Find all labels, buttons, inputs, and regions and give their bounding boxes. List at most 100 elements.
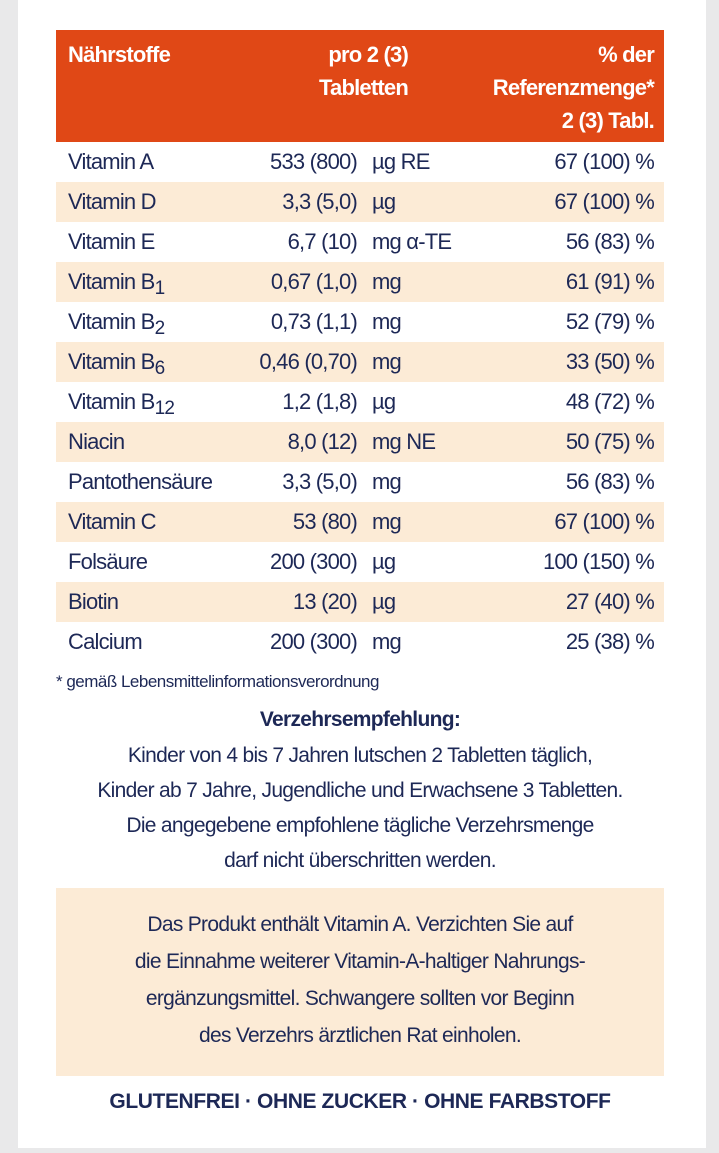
nutrient-name: Vitamin B6	[68, 342, 166, 382]
nutrient-unit: µg	[372, 589, 396, 614]
warning-line: des Verzehrs ärztlichen Rat einholen.	[199, 1024, 522, 1047]
nutrient-unit: µg RE	[372, 149, 430, 174]
header-ref-line1: % der	[598, 42, 655, 67]
nutrient-percent: 27 (40) %	[565, 589, 655, 614]
nutrient-percent: 67 (100) %	[554, 149, 654, 174]
recommendation-line: darf nicht überschritten werden.	[224, 849, 496, 872]
table-header: Nährstoffe pro 2 (3) Tabletten % der Refer…	[56, 30, 664, 142]
nutrient-name: Calcium	[68, 622, 143, 662]
recommendation-line: Die angegebene empfohlene tägliche Verze…	[126, 814, 594, 837]
nutrient-name: Vitamin C	[68, 502, 157, 542]
nutrient-name-text: Folsäure	[68, 549, 148, 574]
nutrient-name: Biotin	[68, 582, 119, 622]
nutrient-unit: mg	[372, 469, 402, 494]
header-nutrient-label: Nährstoffe	[68, 42, 171, 67]
nutrient-name-text: Vitamin B	[68, 269, 155, 294]
nutrient-name: Vitamin D	[68, 182, 157, 222]
warning-box: Das Produkt enthält Vitamin A. Verzichte…	[56, 888, 664, 1076]
header-nutrient: Nährstoffe	[68, 38, 171, 71]
table-row: Vitamin C 53 (80) mg 67 (100) %	[56, 502, 664, 542]
table-row: Vitamin B6 0,46 (0,70) mg 33 (50) %	[56, 342, 664, 382]
nutrient-amount: 0,46 (0,70)	[259, 349, 357, 374]
nutrition-table: Nährstoffe pro 2 (3) Tabletten % der Refer…	[56, 30, 664, 662]
nutrient-amount: 0,73 (1,1)	[270, 309, 358, 334]
nutrient-amount: 200 (300)	[270, 549, 358, 574]
nutrient-name: Vitamin B1	[68, 262, 166, 302]
nutrient-percent: 56 (83) %	[565, 469, 655, 494]
table-row: Vitamin B1 0,67 (1,0) mg 61 (91) %	[56, 262, 664, 302]
nutrient-amount: 3,3 (5,0)	[282, 189, 358, 214]
table-row: Folsäure 200 (300) µg 100 (150) %	[56, 542, 664, 582]
footnote: * gemäß Lebensmittelinformationsverordnu…	[56, 672, 379, 691]
nutrient-percent: 67 (100) %	[554, 189, 654, 214]
table-row: Vitamin D 3,3 (5,0) µg 67 (100) %	[56, 182, 664, 222]
nutrient-percent: 56 (83) %	[565, 229, 655, 254]
table-row: Pantothensäure 3,3 (5,0) mg 56 (83) %	[56, 462, 664, 502]
nutrient-unit: mg	[372, 269, 402, 294]
table-row: Calcium 200 (300) mg 25 (38) %	[56, 622, 664, 662]
table-body: Vitamin A 533 (800) µg RE 67 (100) % Vitamin…	[56, 142, 664, 662]
table-row: Biotin 13 (20) µg 27 (40) %	[56, 582, 664, 622]
nutrient-percent: 33 (50) %	[565, 349, 655, 374]
nutrient-name: Niacin	[68, 422, 125, 462]
nutrient-unit: mg	[372, 509, 402, 534]
nutrient-name: Vitamin A	[68, 142, 154, 182]
header-amount-line2: Tabletten	[319, 75, 409, 100]
nutrient-name-text: Vitamin D	[68, 189, 157, 214]
recommendation-title: Verzehrsempfehlung:	[259, 708, 461, 731]
recommendation: Verzehrsempfehlung: Kinder von 4 bis 7 J…	[40, 702, 680, 878]
recommendation-line: Kinder von 4 bis 7 Jahren lutschen 2 Tab…	[127, 744, 593, 767]
nutrient-unit: mg	[372, 349, 402, 374]
nutrient-name: Vitamin E	[68, 222, 155, 262]
nutrient-name-text: Vitamin B	[68, 349, 155, 374]
nutrient-percent: 100 (150) %	[542, 549, 655, 574]
nutrient-percent: 61 (91) %	[565, 269, 655, 294]
header-ref-line3: 2 (3) Tabl.	[561, 108, 655, 133]
nutrient-percent: 25 (38) %	[565, 629, 655, 654]
nutrient-percent: 48 (72) %	[565, 389, 655, 414]
nutrient-unit: µg	[372, 189, 396, 214]
nutrient-unit: µg	[372, 549, 396, 574]
header-reference: % der Referenzmenge* 2 (3) Tabl.	[492, 38, 655, 137]
nutrient-amount: 1,2 (1,8)	[282, 389, 358, 414]
nutrient-name-text: Calcium	[68, 629, 143, 654]
nutrient-name: Vitamin B2	[68, 302, 166, 342]
nutrient-amount: 533 (800)	[270, 149, 358, 174]
nutrient-amount: 8,0 (12)	[287, 429, 358, 454]
warning-line: die Einnahme weiterer Vitamin-A-haltiger…	[134, 950, 586, 973]
nutrient-percent: 50 (75) %	[565, 429, 655, 454]
product-claims: GLUTENFREI · OHNE ZUCKER · OHNE FARBSTOF…	[109, 1090, 611, 1113]
nutrient-amount: 0,67 (1,0)	[270, 269, 358, 294]
nutrient-name-text: Biotin	[68, 589, 119, 614]
warning-line: ergänzungsmittel. Schwangere sollten vor…	[145, 987, 575, 1010]
nutrient-name-text: Pantothensäure	[68, 469, 213, 494]
nutrient-name: Pantothensäure	[68, 462, 213, 502]
nutrient-amount: 200 (300)	[270, 629, 358, 654]
table-row: Niacin 8,0 (12) mg NE 50 (75) %	[56, 422, 664, 462]
nutrient-name-text: Vitamin E	[68, 229, 155, 254]
nutrient-name-text: Vitamin C	[68, 509, 157, 534]
warning-line: Das Produkt enthält Vitamin A. Verzichte…	[147, 913, 573, 936]
nutrient-unit: mg	[372, 309, 402, 334]
nutrient-name-text: Vitamin B	[68, 389, 155, 414]
nutrient-name-text: Niacin	[68, 429, 125, 454]
nutrient-percent: 67 (100) %	[554, 509, 654, 534]
nutrient-name: Folsäure	[68, 542, 148, 582]
nutrient-unit: mg	[372, 629, 402, 654]
nutrient-subscript: 6	[154, 358, 166, 379]
nutrient-amount: 13 (20)	[292, 589, 358, 614]
nutrient-subscript: 1	[154, 278, 166, 299]
table-row: Vitamin B12 1,2 (1,8) µg 48 (72) %	[56, 382, 664, 422]
header-ref-line2: Referenzmenge*	[492, 75, 655, 100]
nutrient-subscript: 12	[154, 398, 175, 419]
table-row: Vitamin B2 0,73 (1,1) mg 52 (79) %	[56, 302, 664, 342]
nutrient-percent: 52 (79) %	[565, 309, 655, 334]
recommendation-line: Kinder ab 7 Jahre, Jugendliche und Erwac…	[97, 779, 623, 802]
nutrient-unit: mg NE	[372, 429, 436, 454]
nutrient-unit: µg	[372, 389, 396, 414]
table-row: Vitamin E 6,7 (10) mg α-TE 56 (83) %	[56, 222, 664, 262]
nutrient-amount: 53 (80)	[292, 509, 358, 534]
nutrient-subscript: 2	[154, 318, 166, 339]
header-amount: pro 2 (3) Tabletten	[319, 38, 409, 104]
header-amount-line1: pro 2 (3)	[328, 42, 408, 67]
